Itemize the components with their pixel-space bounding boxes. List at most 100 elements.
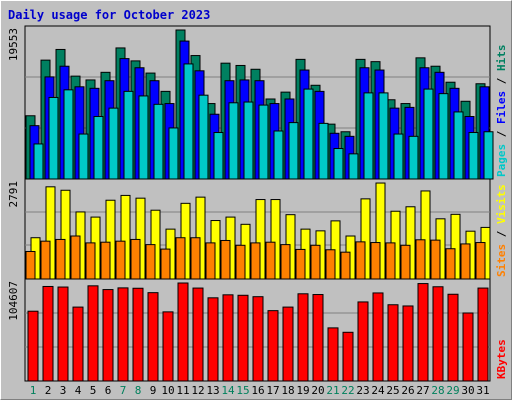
- bar-pages-day-22: [348, 153, 359, 180]
- bar-pages-day-17: [273, 130, 284, 180]
- day-label-18: 18: [281, 384, 294, 397]
- day-label-12: 12: [191, 384, 204, 397]
- bar-pages-day-24: [378, 92, 389, 180]
- bar-sites-day-14: [220, 239, 231, 280]
- bar-kbytes-day-16: [252, 296, 264, 382]
- day-label-25: 25: [386, 384, 399, 397]
- day-label-29: 29: [446, 384, 459, 397]
- bar-pages-day-27: [423, 88, 434, 180]
- bar-sites-day-18: [280, 244, 291, 280]
- legend-entry-1: /: [495, 124, 508, 144]
- bar-sites-day-10: [160, 248, 171, 280]
- bar-kbytes-day-28: [432, 286, 444, 382]
- bar-kbytes-day-5: [87, 285, 99, 382]
- bar-sites-day-31: [475, 242, 486, 280]
- bar-kbytes-day-2: [42, 285, 54, 382]
- bar-sites-day-16: [250, 242, 261, 280]
- day-label-6: 6: [105, 384, 112, 397]
- ymax-label-kbytes: 104607: [7, 281, 20, 321]
- bar-kbytes-day-31: [477, 287, 489, 382]
- bar-kbytes-day-24: [372, 292, 384, 382]
- day-label-11: 11: [176, 384, 189, 397]
- day-label-4: 4: [75, 384, 82, 397]
- bar-pages-day-6: [108, 107, 119, 180]
- bar-pages-day-2: [48, 96, 59, 180]
- bar-kbytes-day-21: [327, 327, 339, 382]
- bar-kbytes-day-3: [57, 286, 69, 382]
- day-label-3: 3: [60, 384, 67, 397]
- panel-sites-visits: 2791 Sites / Visits: [7, 178, 508, 280]
- legend-kbytes: KBytes: [495, 339, 508, 379]
- bar-pages-day-23: [363, 92, 374, 180]
- bar-kbytes-day-19: [297, 293, 309, 382]
- day-label-28: 28: [431, 384, 444, 397]
- day-label-31: 31: [476, 384, 489, 397]
- bar-kbytes-day-15: [237, 294, 249, 382]
- chart-title: Daily usage for October 2023: [8, 8, 211, 22]
- day-label-5: 5: [90, 384, 97, 397]
- bar-pages-day-21: [333, 148, 344, 180]
- day-label-17: 17: [266, 384, 279, 397]
- bar-kbytes-day-6: [102, 289, 114, 382]
- bar-kbytes-day-11: [177, 282, 189, 382]
- bar-kbytes-day-18: [282, 306, 294, 382]
- bar-pages-day-29: [453, 111, 464, 180]
- legend-entry-3: /: [495, 71, 508, 91]
- bar-sites-day-25: [385, 242, 396, 280]
- bar-kbytes-day-23: [357, 301, 369, 382]
- bar-sites-day-23: [355, 241, 366, 280]
- day-label-21: 21: [326, 384, 339, 397]
- bar-pages-day-10: [168, 127, 179, 180]
- bar-kbytes-day-10: [162, 311, 174, 382]
- legend-entry-0: Pages: [495, 144, 508, 177]
- day-label-30: 30: [461, 384, 474, 397]
- legend-entry-2: Visits: [495, 184, 508, 224]
- day-label-9: 9: [150, 384, 157, 397]
- bar-pages-day-8: [138, 95, 149, 180]
- bar-kbytes-day-13: [207, 297, 219, 382]
- legend-pages-files-hits: Pages / Files / Hits: [495, 45, 508, 178]
- bar-sites-day-3: [55, 238, 66, 280]
- bar-kbytes-day-1: [27, 310, 39, 382]
- day-label-1: 1: [30, 384, 37, 397]
- bar-pages-day-9: [153, 103, 164, 180]
- ymax-label-pages-files-hits: 19553: [7, 28, 20, 61]
- bar-pages-day-7: [123, 90, 134, 180]
- bar-pages-day-18: [288, 122, 299, 180]
- bar-pages-day-13: [213, 132, 224, 180]
- bar-pages-day-12: [198, 94, 209, 180]
- bar-kbytes-day-9: [147, 292, 159, 382]
- bar-sites-day-30: [460, 243, 471, 280]
- bar-pages-day-20: [318, 122, 329, 180]
- bar-kbytes-day-30: [462, 312, 474, 382]
- bar-sites-day-22: [340, 251, 351, 280]
- panel-kbytes: 104607 KBytes: [7, 278, 508, 382]
- day-label-23: 23: [356, 384, 369, 397]
- bar-sites-day-29: [445, 248, 456, 280]
- bar-sites-day-20: [310, 244, 321, 280]
- legend-sites-visits: Sites / Visits: [495, 184, 508, 277]
- bar-sites-day-24: [370, 242, 381, 280]
- day-label-10: 10: [161, 384, 174, 397]
- bar-kbytes-day-14: [222, 294, 234, 382]
- day-label-14: 14: [221, 384, 235, 397]
- bar-pages-day-19: [303, 88, 314, 180]
- bar-kbytes-day-22: [342, 331, 354, 382]
- bar-kbytes-day-27: [417, 283, 429, 382]
- bar-sites-day-8: [130, 238, 141, 280]
- panel-pages-files-hits: 19553 Pages / Files / Hits: [7, 25, 508, 180]
- day-label-20: 20: [311, 384, 324, 397]
- legend-entry-0: Sites: [495, 244, 508, 277]
- legend-entry-4: Hits: [495, 45, 508, 72]
- day-label-24: 24: [371, 384, 385, 397]
- bar-pages-day-26: [408, 135, 419, 180]
- bar-pages-day-31: [483, 131, 494, 180]
- day-label-2: 2: [45, 384, 52, 397]
- bar-sites-day-1: [25, 250, 36, 280]
- bar-sites-day-9: [145, 244, 156, 280]
- ymax-label-sites-visits: 2791: [7, 181, 20, 208]
- bar-sites-day-6: [100, 241, 111, 280]
- legend-entry-1: /: [495, 224, 508, 244]
- legend-entry-0: KBytes: [495, 339, 508, 379]
- day-label-16: 16: [251, 384, 264, 397]
